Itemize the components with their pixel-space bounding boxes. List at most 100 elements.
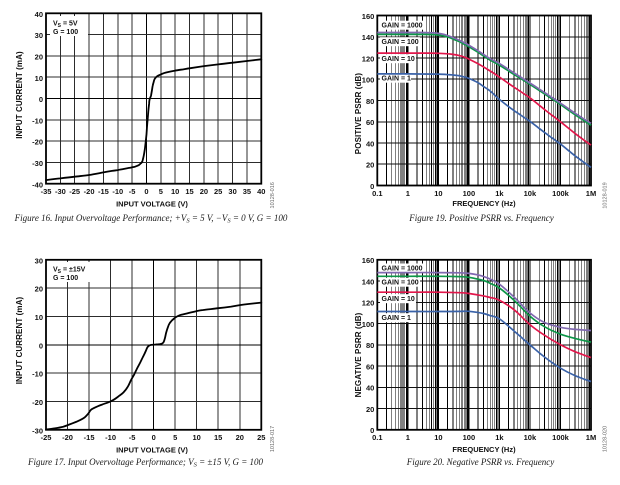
svg-text:10k: 10k — [524, 189, 537, 198]
svg-text:60: 60 — [366, 118, 374, 127]
svg-text:-30: -30 — [32, 159, 43, 168]
svg-text:10128-016: 10128-016 — [270, 182, 276, 208]
svg-text:5: 5 — [173, 433, 177, 442]
svg-text:0: 0 — [39, 95, 43, 104]
svg-text:Figure 20. Negative PSRR vs. F: Figure 20. Negative PSRR vs. Frequency — [406, 457, 555, 467]
svg-text:-15: -15 — [98, 187, 109, 196]
svg-text:1k: 1k — [495, 189, 504, 198]
svg-text:10128-017: 10128-017 — [270, 426, 276, 452]
svg-text:1M: 1M — [586, 189, 596, 198]
svg-text:80: 80 — [366, 341, 374, 350]
svg-text:1: 1 — [406, 189, 410, 198]
svg-text:VS = ±15V: VS = ±15V — [53, 267, 86, 276]
svg-text:POSITIVE PSRR (dB): POSITIVE PSRR (dB) — [354, 73, 363, 155]
svg-text:10k: 10k — [524, 433, 537, 442]
svg-text:10: 10 — [35, 74, 43, 83]
svg-text:-30: -30 — [55, 187, 66, 196]
svg-text:-10: -10 — [112, 187, 123, 196]
svg-text:VS = 5V: VS = 5V — [53, 21, 78, 30]
svg-text:140: 140 — [362, 33, 375, 42]
svg-text:GAIN = 1000: GAIN = 1000 — [382, 266, 423, 273]
svg-text:INPUT CURRENT (mA): INPUT CURRENT (mA) — [15, 296, 24, 384]
svg-text:20: 20 — [35, 53, 43, 62]
svg-text:-20: -20 — [84, 187, 95, 196]
svg-text:10: 10 — [171, 187, 179, 196]
svg-text:-10: -10 — [32, 116, 43, 125]
svg-text:35: 35 — [243, 187, 251, 196]
svg-text:40: 40 — [257, 187, 265, 196]
svg-text:15: 15 — [185, 187, 193, 196]
svg-text:INPUT CURRENT (mA): INPUT CURRENT (mA) — [15, 51, 24, 139]
svg-text:NEGATIVE PSRR (dB): NEGATIVE PSRR (dB) — [354, 312, 363, 397]
svg-text:10: 10 — [35, 313, 43, 322]
svg-text:20: 20 — [35, 285, 43, 294]
svg-text:FREQUENCY (Hz): FREQUENCY (Hz) — [452, 199, 516, 208]
svg-text:10: 10 — [434, 189, 442, 198]
svg-text:GAIN = 1000: GAIN = 1000 — [382, 23, 423, 30]
svg-text:-5: -5 — [129, 187, 136, 196]
svg-text:-20: -20 — [32, 398, 43, 407]
svg-text:1: 1 — [406, 433, 410, 442]
svg-text:-20: -20 — [32, 138, 43, 147]
svg-text:INPUT VOLTAGE (V): INPUT VOLTAGE (V) — [116, 445, 188, 454]
svg-text:15: 15 — [214, 433, 222, 442]
svg-text:0.1: 0.1 — [372, 189, 382, 198]
svg-text:1k: 1k — [495, 433, 504, 442]
svg-text:Figure 16. Input Overvoltage P: Figure 16. Input Overvoltage Performance… — [14, 213, 288, 225]
svg-text:-5: -5 — [129, 433, 136, 442]
svg-text:Figure 19. Positive PSRR vs. F: Figure 19. Positive PSRR vs. Frequency — [408, 213, 554, 223]
svg-text:Figure 17. Input Overvoltage P: Figure 17. Input Overvoltage Performance… — [27, 457, 264, 469]
svg-text:10128-019: 10128-019 — [603, 182, 609, 208]
svg-text:0.1: 0.1 — [372, 433, 382, 442]
svg-text:40: 40 — [366, 139, 374, 148]
svg-text:30: 30 — [228, 187, 236, 196]
svg-text:GAIN = 1: GAIN = 1 — [382, 315, 411, 322]
svg-text:100: 100 — [362, 76, 375, 85]
svg-text:30: 30 — [35, 31, 43, 40]
svg-text:100: 100 — [463, 189, 476, 198]
svg-text:0: 0 — [370, 182, 374, 191]
svg-text:80: 80 — [366, 97, 374, 106]
svg-text:160: 160 — [362, 12, 375, 21]
svg-text:100: 100 — [463, 433, 476, 442]
svg-text:G = 100: G = 100 — [53, 275, 78, 282]
svg-text:1M: 1M — [586, 433, 596, 442]
svg-text:25: 25 — [214, 187, 222, 196]
svg-text:100: 100 — [362, 320, 375, 329]
svg-text:-40: -40 — [32, 180, 43, 189]
svg-text:0: 0 — [152, 433, 156, 442]
svg-text:FREQUENCY (Hz): FREQUENCY (Hz) — [452, 445, 516, 454]
svg-text:140: 140 — [362, 277, 375, 286]
svg-text:0: 0 — [144, 187, 148, 196]
svg-text:40: 40 — [366, 384, 374, 393]
svg-text:0: 0 — [39, 341, 43, 350]
svg-text:GAIN = 10: GAIN = 10 — [382, 56, 415, 63]
svg-text:20: 20 — [366, 161, 374, 170]
svg-text:10: 10 — [193, 433, 201, 442]
svg-text:10: 10 — [434, 433, 442, 442]
svg-text:5: 5 — [159, 187, 163, 196]
svg-text:30: 30 — [35, 256, 43, 265]
svg-text:10128-020: 10128-020 — [603, 426, 609, 452]
svg-text:20: 20 — [366, 405, 374, 414]
svg-text:60: 60 — [366, 362, 374, 371]
svg-text:0: 0 — [370, 426, 374, 435]
svg-text:100k: 100k — [552, 189, 570, 198]
svg-text:-30: -30 — [32, 426, 43, 435]
svg-text:GAIN = 100: GAIN = 100 — [382, 280, 419, 287]
svg-text:120: 120 — [362, 54, 375, 63]
svg-text:40: 40 — [35, 10, 43, 19]
svg-text:INPUT VOLTAGE (V): INPUT VOLTAGE (V) — [116, 199, 188, 208]
svg-text:-10: -10 — [105, 433, 116, 442]
svg-text:120: 120 — [362, 299, 375, 308]
svg-text:-15: -15 — [84, 433, 95, 442]
svg-text:-20: -20 — [62, 433, 73, 442]
svg-text:100k: 100k — [552, 433, 570, 442]
svg-text:G = 100: G = 100 — [53, 29, 78, 36]
svg-text:-25: -25 — [41, 433, 52, 442]
svg-text:-25: -25 — [69, 187, 80, 196]
svg-text:20: 20 — [200, 187, 208, 196]
svg-text:GAIN = 1: GAIN = 1 — [382, 76, 411, 83]
svg-text:25: 25 — [257, 433, 265, 442]
svg-text:-10: -10 — [32, 370, 43, 379]
